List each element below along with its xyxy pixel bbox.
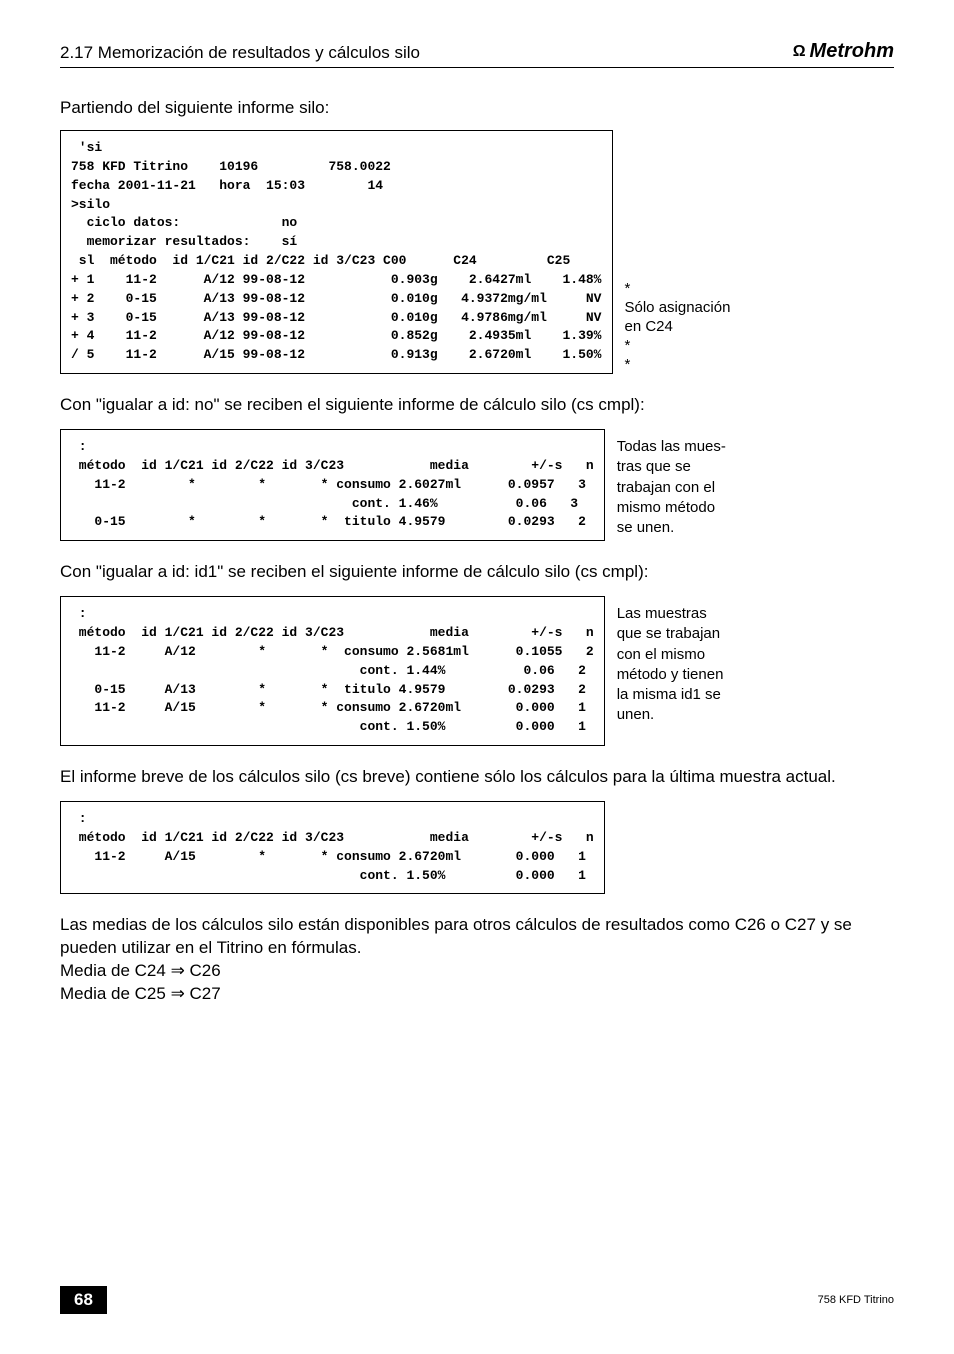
note-spacer [625, 205, 731, 224]
block1-wrap: 'si 758 KFD Titrino 10196 758.0022 fecha… [60, 130, 894, 374]
page-footer: 68 758 KFD Titrino [60, 1286, 894, 1314]
side-text-line: la misma id1 se [617, 685, 724, 705]
block3-wrap: : método id 1/C21 id 2/C22 id 3/C23 medi… [60, 596, 894, 746]
side-text-line: Todas las mues- [617, 437, 726, 457]
side-note: * [625, 280, 731, 299]
block1-side-notes: *Sólo asignaciónen C24** [613, 130, 731, 374]
bottom-p2: Media de C24 ⇒ C26 [60, 960, 894, 983]
note-spacer [625, 186, 731, 205]
side-text-line: método y tienen [617, 665, 724, 685]
side-text-line: unen. [617, 705, 724, 725]
page-header: 2.17 Memorización de resultados y cálcul… [60, 40, 894, 68]
brand-icon: Ω [793, 43, 806, 61]
bottom-p1: Las medias de los cálculos silo están di… [60, 914, 894, 960]
bottom-paragraphs: Las medias de los cálculos silo están di… [60, 914, 894, 1006]
side-text-line: Las muestras [617, 604, 724, 624]
cs-breve-block: : método id 1/C21 id 2/C22 id 3/C23 medi… [60, 801, 605, 894]
side-text-line: tras que se [617, 457, 726, 477]
side-text-line: mismo método [617, 498, 726, 518]
block2-wrap: : método id 1/C21 id 2/C22 id 3/C23 medi… [60, 429, 894, 541]
side-text-line: que se trabajan [617, 624, 724, 644]
side-text-line: se unen. [617, 518, 726, 538]
block4-wrap: : método id 1/C21 id 2/C22 id 3/C23 medi… [60, 801, 894, 894]
bottom-p3: Media de C25 ⇒ C27 [60, 983, 894, 1006]
footer-right-text: 758 KFD Titrino [818, 1294, 894, 1306]
section-title: 2.17 Memorización de resultados y cálcul… [60, 43, 420, 63]
note-spacer [625, 167, 731, 186]
intro-4: El informe breve de los cálculos silo (c… [60, 766, 894, 789]
note-spacer [625, 242, 731, 261]
silo-report-block: 'si 758 KFD Titrino 10196 758.0022 fecha… [60, 130, 613, 374]
page-number: 68 [60, 1286, 107, 1314]
side-text-line: con el mismo [617, 645, 724, 665]
cs-cmpl-no-block: : método id 1/C21 id 2/C22 id 3/C23 medi… [60, 429, 605, 541]
side-note: Sólo asignación [625, 299, 731, 318]
side-note: en C24 [625, 318, 731, 337]
side-note: * [625, 336, 731, 355]
side-note: * [625, 355, 731, 374]
intro-3: Con "igualar a id: id1" se reciben el si… [60, 561, 894, 584]
note-spacer [625, 148, 731, 167]
side-text-line: trabajan con el [617, 478, 726, 498]
note-spacer [625, 223, 731, 242]
side-note [625, 261, 731, 280]
brand-logo: Ω Metrohm [793, 40, 894, 63]
brand-text: Metrohm [810, 40, 894, 63]
block2-side-text: Todas las mues-tras que setrabajan con e… [605, 429, 726, 541]
cs-cmpl-id1-block: : método id 1/C21 id 2/C22 id 3/C23 medi… [60, 596, 605, 746]
intro-2: Con "igualar a id: no" se reciben el sig… [60, 394, 894, 417]
intro-1: Partiendo del siguiente informe silo: [60, 98, 894, 118]
block3-side-text: Las muestrasque se trabajancon el mismom… [605, 596, 724, 746]
